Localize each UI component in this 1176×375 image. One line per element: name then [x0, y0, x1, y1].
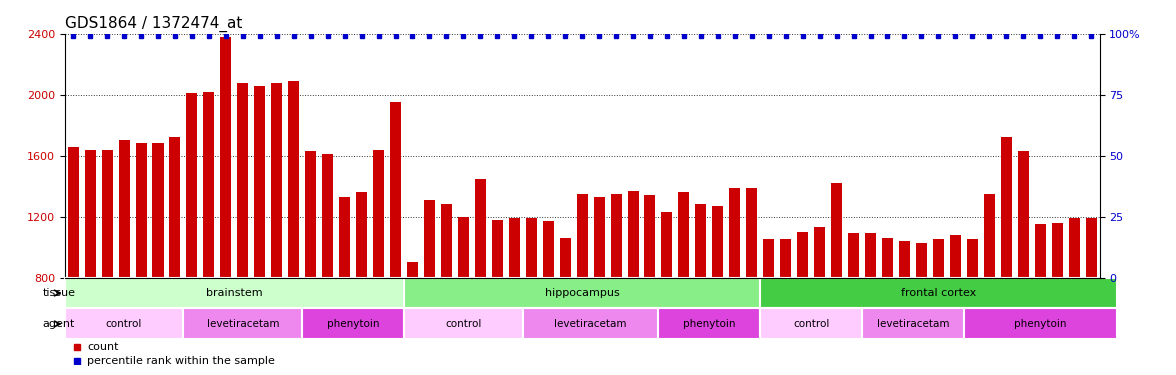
- Bar: [964, 309, 1116, 339]
- Bar: [916, 243, 927, 278]
- Text: control: control: [446, 319, 481, 329]
- Bar: [797, 232, 808, 278]
- Bar: [526, 218, 536, 278]
- Bar: [862, 309, 964, 339]
- Bar: [760, 278, 1116, 309]
- Bar: [322, 154, 333, 278]
- Bar: [135, 144, 147, 278]
- Text: control: control: [106, 319, 142, 329]
- Bar: [661, 212, 673, 278]
- Bar: [594, 197, 604, 278]
- Bar: [560, 238, 570, 278]
- Bar: [747, 188, 757, 278]
- Text: control: control: [793, 319, 829, 329]
- Text: phenytoin: phenytoin: [327, 319, 380, 329]
- Bar: [780, 240, 791, 278]
- Bar: [610, 194, 622, 278]
- Bar: [203, 92, 214, 278]
- Bar: [882, 238, 893, 278]
- Bar: [305, 151, 316, 278]
- Text: tissue: tissue: [42, 288, 75, 298]
- Text: agent: agent: [42, 319, 75, 329]
- Text: brainstem: brainstem: [206, 288, 262, 298]
- Bar: [523, 309, 659, 339]
- Text: hippocampus: hippocampus: [544, 288, 620, 298]
- Bar: [390, 102, 401, 278]
- Bar: [101, 150, 113, 278]
- Bar: [814, 227, 826, 278]
- Bar: [933, 240, 944, 278]
- Bar: [475, 178, 486, 278]
- Bar: [457, 217, 469, 278]
- Bar: [65, 309, 183, 339]
- Bar: [356, 192, 367, 278]
- Bar: [238, 82, 248, 278]
- Bar: [763, 240, 774, 278]
- Text: phenytoin: phenytoin: [1014, 319, 1067, 329]
- Text: percentile rank within the sample: percentile rank within the sample: [87, 356, 275, 366]
- Bar: [713, 206, 723, 278]
- Bar: [1017, 151, 1029, 278]
- Bar: [423, 200, 435, 278]
- Text: levetiracetam: levetiracetam: [207, 319, 279, 329]
- Bar: [1001, 137, 1011, 278]
- Bar: [441, 204, 452, 278]
- Bar: [1051, 223, 1063, 278]
- Bar: [254, 86, 266, 278]
- Bar: [272, 82, 282, 278]
- Bar: [169, 137, 180, 278]
- Bar: [898, 241, 910, 278]
- Bar: [220, 37, 232, 278]
- Text: levetiracetam: levetiracetam: [554, 319, 627, 329]
- Bar: [302, 309, 405, 339]
- Bar: [848, 233, 860, 278]
- Text: count: count: [87, 342, 119, 352]
- Bar: [373, 150, 385, 278]
- Bar: [576, 194, 588, 278]
- Bar: [65, 278, 405, 309]
- Bar: [1085, 218, 1096, 278]
- Bar: [1035, 224, 1045, 278]
- Text: frontal cortex: frontal cortex: [901, 288, 976, 298]
- Bar: [183, 309, 302, 339]
- Bar: [729, 188, 741, 278]
- Bar: [1069, 218, 1080, 278]
- Bar: [492, 220, 503, 278]
- Bar: [644, 195, 655, 278]
- Bar: [288, 81, 299, 278]
- Bar: [407, 262, 417, 278]
- Bar: [760, 309, 862, 339]
- Text: GDS1864 / 1372474_at: GDS1864 / 1372474_at: [65, 16, 242, 32]
- Text: levetiracetam: levetiracetam: [876, 319, 949, 329]
- Bar: [628, 191, 639, 278]
- Bar: [679, 192, 689, 278]
- Bar: [984, 194, 995, 278]
- Bar: [405, 278, 760, 309]
- Bar: [85, 150, 95, 278]
- Bar: [119, 140, 129, 278]
- Bar: [950, 235, 961, 278]
- Bar: [659, 309, 760, 339]
- Bar: [509, 218, 520, 278]
- Bar: [695, 204, 707, 278]
- Bar: [187, 93, 198, 278]
- Text: phenytoin: phenytoin: [683, 319, 736, 329]
- Bar: [831, 183, 842, 278]
- Bar: [866, 233, 876, 278]
- Bar: [339, 197, 350, 278]
- Bar: [542, 221, 554, 278]
- Bar: [68, 147, 79, 278]
- Bar: [153, 144, 163, 278]
- Bar: [967, 240, 977, 278]
- Bar: [405, 309, 523, 339]
